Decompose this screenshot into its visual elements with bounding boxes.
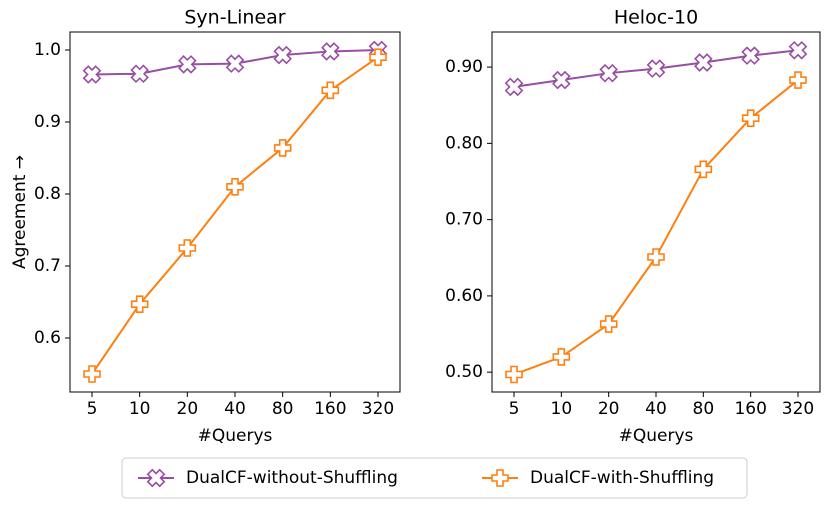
x-tick-label: 80 [272, 399, 294, 419]
y-tick-label: 0.90 [445, 57, 483, 77]
x-tick-label: 320 [782, 399, 814, 419]
marker [741, 109, 760, 127]
y-tick-label: 0.70 [445, 210, 483, 230]
x-tick-label: 10 [129, 399, 151, 419]
marker [647, 248, 665, 266]
x-tick-label: 160 [314, 399, 346, 419]
marker [646, 59, 666, 78]
marker [599, 63, 618, 83]
marker [789, 71, 807, 89]
marker [178, 55, 197, 74]
x-tick-label: 20 [177, 399, 199, 419]
marker [82, 65, 102, 84]
axes-frame [69, 31, 401, 393]
y-tick-label: 0.60 [445, 286, 483, 306]
x-tick-label: 160 [734, 399, 766, 419]
y-axis-label: Agreement → [10, 155, 30, 269]
y-tick-label: 0.6 [34, 328, 61, 348]
axes-frame [491, 31, 821, 393]
marker [321, 81, 340, 100]
x-tick-label: 80 [693, 399, 715, 419]
subplot-title: Heloc-10 [614, 7, 698, 29]
marker [505, 365, 523, 384]
x-tick-label: 40 [224, 399, 246, 419]
legend-label: DualCF-with-Shuffling [530, 468, 714, 488]
marker [552, 70, 571, 90]
marker [130, 295, 149, 313]
y-tick-label: 0.8 [34, 184, 61, 204]
subplot-title: Syn-Linear [184, 7, 285, 29]
marker [552, 348, 571, 366]
y-tick-label: 0.9 [34, 112, 61, 132]
marker [694, 160, 713, 179]
x-axis-label: #Querys [619, 426, 694, 446]
legend-box [121, 457, 748, 499]
marker [788, 40, 808, 60]
y-tick-label: 1.0 [34, 40, 61, 60]
x-tick-label: 5 [509, 399, 520, 419]
x-axis-label: #Querys [198, 426, 273, 446]
x-tick-label: 40 [645, 399, 667, 419]
marker [178, 239, 197, 257]
marker [741, 46, 760, 65]
marker [321, 42, 340, 61]
marker [599, 315, 618, 333]
x-tick-label: 20 [598, 399, 620, 419]
series-line [513, 79, 799, 376]
marker [694, 53, 713, 72]
y-tick-label: 0.7 [34, 256, 61, 276]
marker [273, 45, 292, 65]
y-tick-label: 0.80 [445, 133, 483, 153]
x-tick-label: 10 [551, 399, 573, 419]
x-tick-label: 5 [87, 399, 98, 419]
legend-marker [491, 469, 509, 487]
legend-label: DualCF-without-Shuffling [186, 468, 398, 488]
legend-marker [146, 468, 166, 488]
marker [130, 64, 149, 84]
marker [369, 48, 387, 66]
marker [226, 178, 244, 196]
marker [273, 139, 292, 157]
marker [225, 54, 245, 73]
y-tick-label: 0.50 [445, 362, 483, 382]
marker [83, 365, 101, 383]
series-line [91, 56, 379, 375]
marker [504, 77, 524, 97]
x-tick-label: 320 [362, 399, 394, 419]
